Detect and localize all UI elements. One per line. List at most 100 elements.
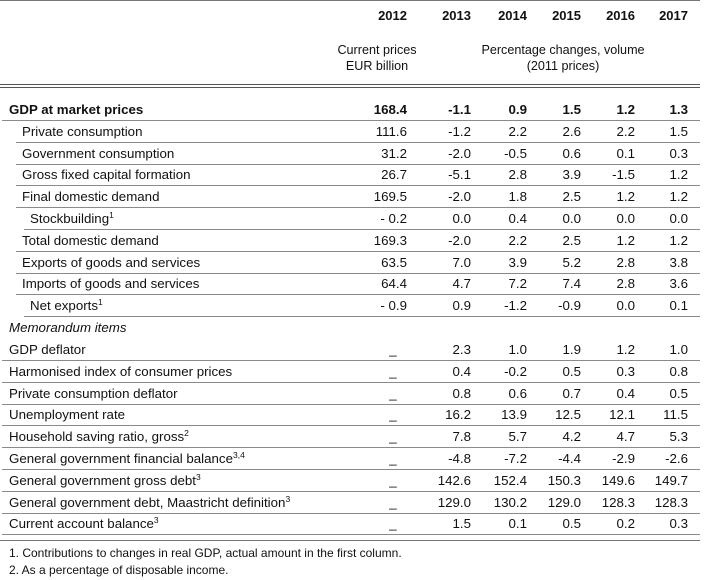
- cell-value: 0.1: [669, 298, 689, 314]
- cell-value: 1.9: [562, 342, 582, 357]
- row-label: Harmonised index of consumer prices: [9, 364, 232, 379]
- cell-value: 149.6: [601, 472, 635, 488]
- cell-value: 0.5: [562, 516, 582, 532]
- footnote-ref: 3: [153, 515, 159, 526]
- row-divider: [2, 512, 700, 514]
- cell-value: 0.0: [452, 211, 472, 226]
- cell-value: -2.0: [448, 189, 471, 205]
- row-label-text: GDP deflator: [9, 342, 86, 357]
- cell-value: 128.3: [601, 494, 635, 510]
- cell-value: 2.2: [508, 123, 528, 139]
- row-label-text: General government gross debt: [9, 472, 197, 488]
- header-year: 2016: [606, 8, 635, 23]
- cell-value: 0.6: [562, 145, 582, 161]
- cell-value: -2.6: [665, 451, 688, 466]
- cell-value: 3.9: [508, 254, 528, 270]
- cell-value: 0.0: [562, 211, 582, 226]
- row-label: Household saving ratio, gross2: [9, 429, 189, 444]
- cell-value: 1.2: [616, 232, 636, 248]
- row-label-text: Unemployment rate: [9, 407, 126, 423]
- table-row: Harmonised index of consumer prices _ 0.4 -…: [0, 362, 700, 383]
- cell-value: 2.2: [508, 232, 528, 248]
- cell-value: 3.6: [669, 276, 689, 292]
- cell-value: 7.0: [452, 254, 472, 270]
- cell-value: 5.3: [669, 429, 689, 445]
- row-label: Final domestic demand: [22, 189, 159, 204]
- row-divider: [16, 163, 700, 165]
- cell-value: 2.5: [562, 232, 582, 248]
- cell-value: 3.8: [669, 254, 689, 270]
- cell-value: 111.6: [375, 123, 407, 139]
- row-label-text: Final domestic demand: [22, 189, 160, 205]
- row-label-text: Gross fixed capital formation: [22, 167, 191, 183]
- row-label: Total domestic demand: [22, 233, 159, 248]
- cell-value: 142.6: [437, 472, 471, 488]
- table-row: Final domestic demand 169.5 -2.0 1.8 2.5 1.2 1…: [0, 187, 700, 209]
- row-label-text: Current account balance: [9, 516, 154, 532]
- row-label-text: Net exports: [30, 298, 98, 314]
- cell-value: 169.3: [373, 232, 407, 248]
- cell-value: -2.0: [448, 145, 471, 161]
- cell-value: -4.4: [558, 451, 581, 466]
- cell-value: 12.1: [609, 407, 635, 423]
- row-label: Unemployment rate: [9, 407, 125, 422]
- table-row: Household saving ratio, gross2 _ 7.8 5.7 4.2…: [0, 427, 700, 449]
- cell-value: -4.8: [448, 451, 471, 466]
- row-label-text: Household saving ratio, gross: [9, 429, 185, 445]
- row-label: Imports of goods and services: [22, 276, 199, 291]
- row-divider: [2, 469, 700, 470]
- cell-value: 0.0: [616, 298, 636, 314]
- cell-value: _: [389, 516, 397, 532]
- cell-value: 4.7: [452, 276, 472, 292]
- row-divider: [24, 316, 700, 318]
- table-row: Gross fixed capital formation 26.7 -5.1 2.8…: [0, 165, 700, 187]
- cell-value: 31.2: [381, 145, 407, 161]
- cell-value: 0.0: [616, 211, 636, 226]
- cell-value: -1.1: [448, 102, 471, 117]
- cell-value: _: [389, 494, 397, 510]
- cell-value: 4.2: [562, 429, 582, 445]
- cell-value: 0.3: [669, 516, 689, 532]
- cell-value: 1.2: [616, 102, 636, 117]
- cell-value: 1.3: [669, 102, 689, 117]
- row-label: GDP at market prices: [9, 102, 143, 117]
- cell-value: 1.5: [669, 123, 689, 139]
- header-sub-right-line1: Percentage changes, volume: [481, 43, 645, 57]
- table-row: Stockbuilding1 - 0.2 0.0 0.4 0.0 0.0 0.0: [0, 209, 700, 230]
- cell-value: 130.2: [493, 494, 527, 510]
- row-divider: [16, 185, 700, 187]
- row-label: General government gross debt3: [9, 473, 201, 488]
- cell-value: 4.7: [616, 429, 636, 445]
- cell-value: 2.6: [562, 123, 582, 139]
- cell-value: 0.6: [508, 385, 528, 401]
- row-label-text: General government debt, Maastricht defi…: [9, 494, 286, 510]
- cell-value: 1.8: [508, 189, 528, 205]
- cell-value: 2.5: [562, 189, 582, 205]
- table-row: Private consumption deflator _ 0.8 0.6 0.7 0.…: [0, 384, 700, 405]
- footnote-2: 2. As a percentage of disposable income.: [9, 563, 229, 577]
- table-row: Private consumption 111.6 -1.2 2.2 2.6 2.2 1.5: [0, 122, 700, 143]
- row-label: Stockbuilding1: [30, 211, 114, 226]
- footnote-ref: 1: [109, 210, 114, 220]
- row-label-text: Exports of goods and services: [22, 254, 201, 270]
- cell-value: 13.9: [501, 407, 527, 423]
- cell-value: 1.5: [562, 102, 582, 117]
- cell-value: 129.0: [547, 494, 581, 510]
- row-label: General government financial balance3,4: [9, 451, 245, 466]
- cell-value: 149.7: [654, 472, 688, 488]
- cell-value: 0.0: [669, 211, 689, 226]
- footnote-ref: 3: [196, 471, 201, 482]
- table-row: Total domestic demand 169.3 -2.0 2.2 2.5 1.2 1…: [0, 231, 700, 252]
- table-row: GDP deflator _ 2.3 1.0 1.9 1.2 1.0: [0, 340, 700, 361]
- row-divider: [2, 490, 700, 492]
- row-label-text: Private consumption: [22, 123, 143, 139]
- row-divider: [2, 425, 700, 427]
- row-divider: [2, 381, 700, 383]
- row-label: General government debt, Maastricht defi…: [9, 494, 290, 510]
- table-row: Net exports1 - 0.9 0.9 -1.2 -0.9 0.0 0.1: [0, 296, 700, 318]
- cell-value: 0.9: [452, 298, 472, 314]
- row-label-text: Imports of goods and services: [22, 276, 200, 292]
- cell-value: 2.2: [616, 123, 636, 139]
- header-sub-right: Percentage changes, volume (2011 prices): [468, 42, 658, 74]
- cell-value: 0.3: [669, 145, 689, 161]
